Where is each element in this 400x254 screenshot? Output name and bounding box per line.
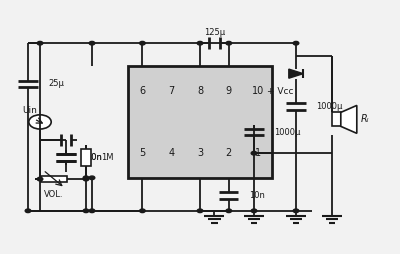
Circle shape [25,209,31,213]
Text: 10n: 10n [249,191,265,200]
Text: Uin: Uin [22,106,38,115]
Circle shape [83,176,89,180]
Text: + Vcc: + Vcc [267,87,293,96]
Text: 3: 3 [197,148,203,158]
Text: 125μ: 125μ [204,28,225,37]
Text: 1: 1 [254,148,261,158]
Circle shape [37,177,43,181]
Text: 1000μ: 1000μ [316,102,342,111]
Circle shape [89,209,95,213]
Circle shape [83,177,89,181]
Circle shape [83,209,89,213]
Circle shape [251,151,257,155]
Text: 4: 4 [168,148,174,158]
Text: 2: 2 [226,148,232,158]
Text: Rₗ: Rₗ [361,114,369,124]
Circle shape [197,209,203,213]
Text: 1M: 1M [101,153,114,162]
Bar [81,149,91,166]
Circle shape [226,209,232,213]
Circle shape [197,41,203,45]
Bar [41,176,67,182]
Text: 8: 8 [197,86,203,96]
Circle shape [89,41,95,45]
Circle shape [89,176,95,180]
Bar [128,66,272,178]
Text: 9: 9 [226,86,232,96]
Circle shape [293,41,299,45]
Text: 5: 5 [139,148,146,158]
Circle shape [226,41,232,45]
Bar [332,112,341,126]
Polygon shape [289,69,303,78]
Text: 10n: 10n [86,153,102,162]
Text: 1000μ: 1000μ [274,128,300,137]
Circle shape [293,209,299,213]
Text: 25μ: 25μ [48,79,64,88]
Polygon shape [341,105,357,133]
Circle shape [140,41,145,45]
Text: 10n: 10n [86,153,102,162]
Circle shape [140,209,145,213]
Circle shape [37,41,43,45]
Text: 10: 10 [252,86,264,96]
Text: VOL.: VOL. [44,189,64,199]
Text: 6: 6 [139,86,146,96]
Text: 7: 7 [168,86,174,96]
Circle shape [251,209,257,213]
Circle shape [29,115,51,129]
